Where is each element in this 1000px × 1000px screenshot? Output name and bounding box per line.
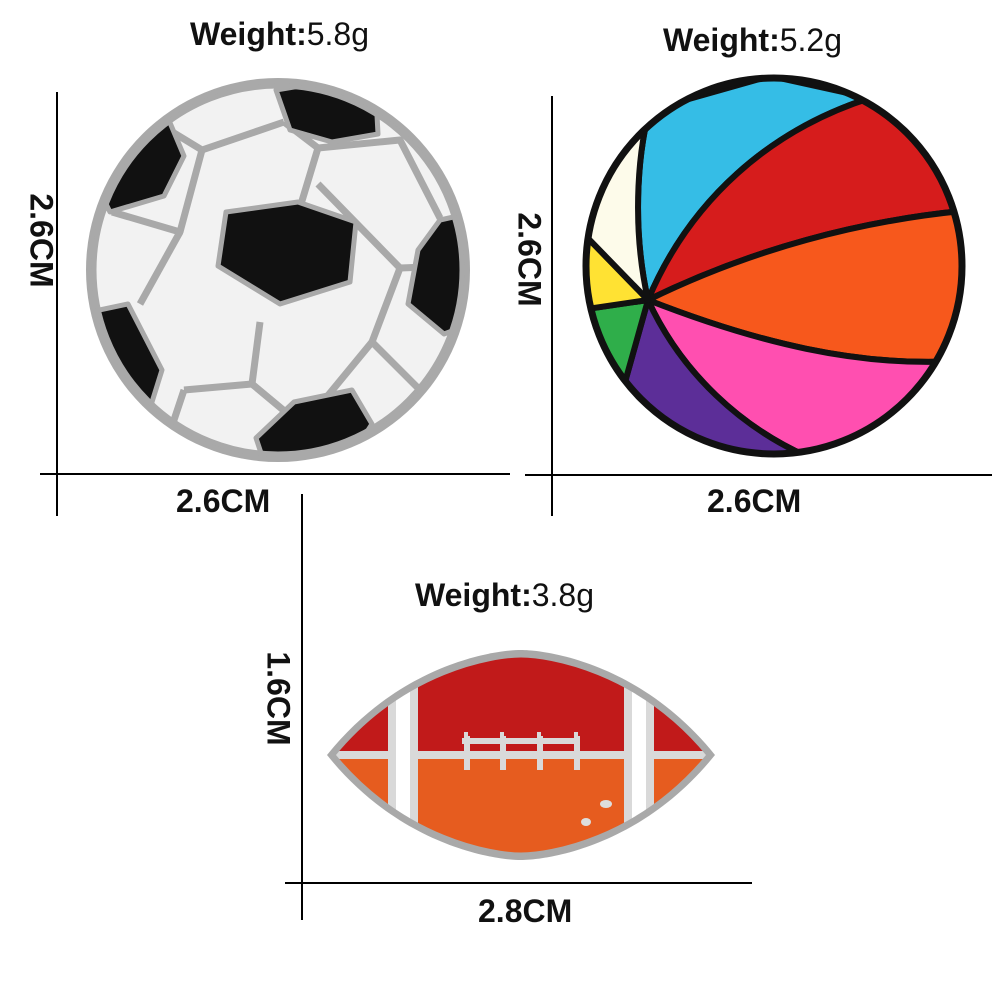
weight-label: Weight: bbox=[663, 22, 780, 58]
beach-ball-height-dimension: 2.6CM bbox=[511, 212, 548, 307]
soccer-vertical-axis bbox=[56, 92, 58, 516]
soccer-horizontal-axis bbox=[40, 473, 510, 475]
beach-ball-weight: Weight:5.2g bbox=[663, 22, 842, 59]
soccer-height-dimension: 2.6CM bbox=[23, 193, 60, 288]
football-vertical-axis bbox=[301, 494, 303, 920]
beach-ball-width-dimension: 2.6CM bbox=[707, 483, 802, 519]
football-weight: Weight:3.8g bbox=[415, 577, 594, 614]
weight-value: 5.2g bbox=[779, 22, 842, 58]
weight-value: 5.8g bbox=[306, 16, 369, 52]
weight-value: 3.8g bbox=[531, 577, 594, 613]
soccer-width-dimension: 2.6CM bbox=[176, 483, 271, 519]
football-height-dimension: 1.6CM bbox=[260, 651, 297, 746]
football-horizontal-axis bbox=[285, 882, 752, 884]
soccer-ball-pin bbox=[86, 78, 470, 462]
football-width-dimension: 2.8CM bbox=[478, 893, 573, 929]
weight-label: Weight: bbox=[190, 16, 307, 52]
soccer-weight: Weight:5.8g bbox=[190, 16, 369, 53]
beach-ball-pin bbox=[582, 74, 966, 458]
beach-ball-vertical-axis bbox=[551, 96, 553, 516]
beach-ball-horizontal-axis bbox=[525, 474, 992, 476]
weight-label: Weight: bbox=[415, 577, 532, 613]
football-pin bbox=[327, 650, 715, 860]
